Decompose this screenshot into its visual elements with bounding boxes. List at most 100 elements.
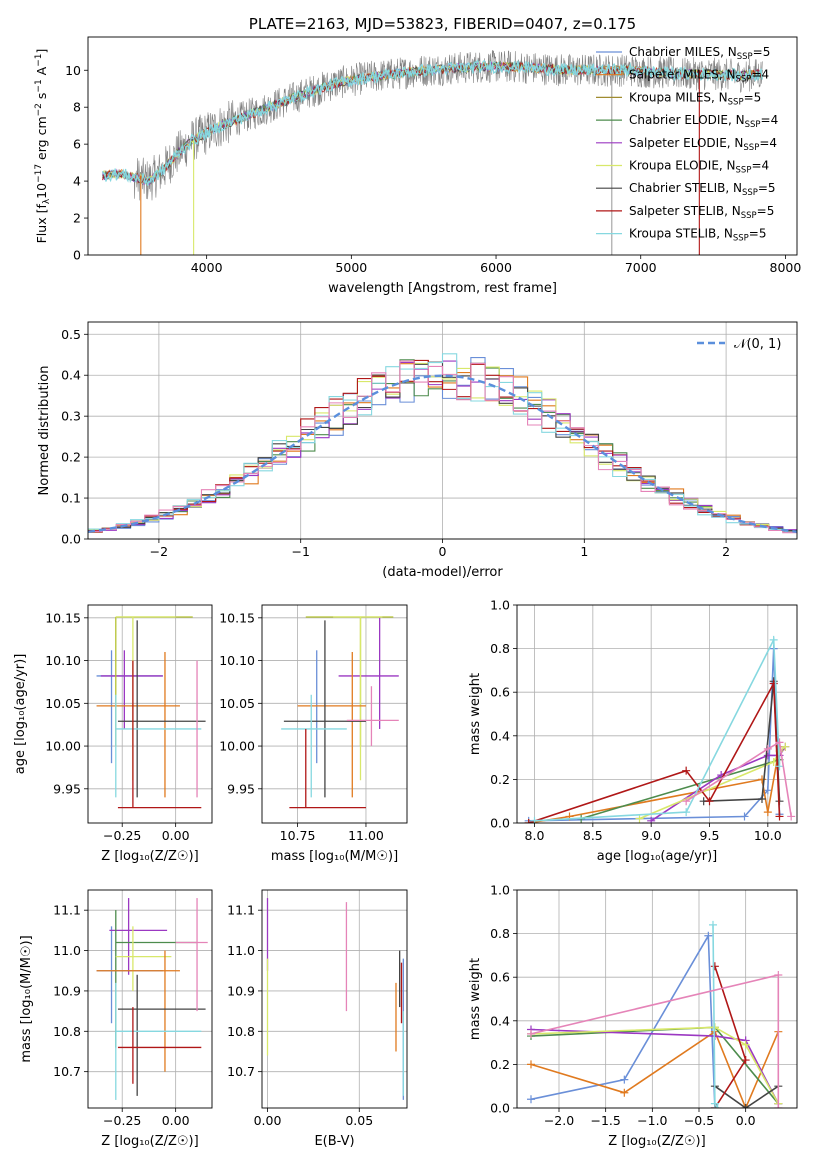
mass_weight_vs_age-ylabel: mass weight	[468, 673, 483, 755]
spectrum-legend-suffix: =4	[759, 136, 777, 150]
spectrum-best-model-line	[101, 59, 763, 186]
residuals-plot-area	[88, 353, 797, 534]
mass_vs_EBV-ytick-label: 10.7	[227, 1064, 255, 1079]
age_vs_Z-ytick-label: 10.00	[45, 739, 81, 754]
mass_vs_Z-ytick-label: 10.9	[53, 983, 81, 998]
mass_weight_vs_age-point-marker	[769, 635, 778, 644]
mass_weight_vs_age-point-marker	[775, 812, 784, 821]
residuals-ytick-label: 0.3	[61, 409, 81, 424]
residuals-xlabel: (data-model)/error	[382, 565, 503, 580]
mass_weight_vs_Z-point-marker	[774, 971, 783, 980]
mass_weight_vs_age-point-marker	[635, 814, 644, 823]
spectrum-legend-sub: SSP	[728, 97, 744, 107]
mass_weight_vs_Z-point-marker	[774, 1104, 783, 1108]
mass_vs_EBV-axes: 0.00 0.05 10.7 10.8 10.9 11.0 11.1 E(B-V)	[227, 889, 408, 1149]
spectrum-legend-suffix: =5	[757, 204, 775, 218]
age_vs_Z-ytick-label: 10.05	[45, 696, 81, 711]
spectrum-legend-sub: SSP	[742, 188, 758, 198]
spectrum-ylabel-part: ]	[34, 49, 49, 54]
mass_vs_EBV-ytick-label: 10.8	[227, 1024, 255, 1039]
spectrum-legend-text: Kroupa ELODIE, N	[629, 159, 736, 173]
mass_vs_Z-xtick-label: 0.00	[162, 1113, 190, 1128]
mass_weight_vs_Z-ytick-label: 0.4	[490, 1013, 510, 1028]
spectrum-ylabel-part: −1	[34, 54, 44, 67]
mass_weight_vs_Z-series-line	[530, 1026, 779, 1104]
mass_weight_vs_age-series-line	[580, 759, 780, 820]
mass_vs_Z-plot-area	[96, 898, 208, 1100]
spectrum-ylabel: Flux [fλ10−17 erg cm−2 s−1 A−1]	[34, 49, 52, 244]
mass_weight_vs_Z-axes: −2.0 −1.5 −1.0 −0.5 0.0 0.0 0.2 0.4 0.6 0.8 1.0 Z […	[468, 883, 798, 1149]
residual-histogram-series	[88, 360, 797, 534]
mass_weight_vs_age-xlabel: age [log₁₀(age/yr)]	[597, 849, 718, 864]
spectrum-xtick-label: 5000	[335, 260, 367, 275]
mass_weight_vs_age-point-marker	[682, 797, 691, 806]
mass_weight_vs_Z-point-marker	[704, 931, 713, 940]
mass_weight_vs_Z-point-marker	[741, 1040, 750, 1049]
mass_weight_vs_Z-xtick-label: −2.0	[544, 1113, 574, 1128]
spectrum-legend-label: Kroupa STELIB, NSSP=5	[629, 227, 767, 244]
mass_vs_EBV-ytick-label: 11.1	[227, 903, 255, 918]
mass_weight_vs_age-point-marker	[682, 808, 691, 817]
residuals-xtick-label: −2	[150, 544, 168, 559]
mass_weight_vs_Z-series-line	[530, 1028, 780, 1104]
spectrum-legend-text: Kroupa STELIB, N	[629, 227, 733, 241]
spectrum-ylabel-part: λ	[42, 198, 52, 204]
spectrum-ylabel-part: A	[34, 66, 49, 79]
mass_vs_Z-xtick-label: −0.25	[103, 1113, 141, 1128]
spectrum-legend-label: Salpeter STELIB, NSSP=5	[629, 204, 774, 221]
spectrum-ylabel-part: 10	[34, 183, 49, 199]
residuals-ytick-label: 0.2	[61, 450, 81, 465]
residuals-ytick-label: 0.4	[61, 368, 81, 383]
mass_vs_Z-xlabel: Z [log₁₀(Z/Z☉)]	[101, 1134, 198, 1149]
residual-histogram-series	[88, 359, 797, 533]
spectrum-legend-text: Chabrier STELIB, N	[629, 181, 742, 195]
age_vs_mass-axes: 10.75 11.00 9.95 10.00 10.05 10.10 10.15 mass […	[219, 604, 408, 864]
spectrum-legend-label: Chabrier STELIB, NSSP=5	[629, 181, 776, 198]
spectrum-ytick-label: 4	[73, 174, 81, 189]
mass_weight_vs_Z-xlabel: Z [log₁₀(Z/Z☉)]	[608, 1134, 705, 1149]
spectrum-xtick-label: 8000	[770, 260, 802, 275]
mass_weight_vs_Z-point-marker	[710, 962, 719, 971]
mass_weight_vs_age-point-marker	[775, 738, 784, 747]
residuals-ytick-label: 0.1	[61, 491, 81, 506]
mass_weight_vs_Z-point-marker	[709, 920, 717, 929]
mass_vs_EBV-ytick-label: 10.9	[227, 983, 255, 998]
spectrum-legend-sub: SSP	[736, 75, 752, 85]
spectrum-legend-sub: SSP	[741, 211, 757, 221]
mass_weight_vs_Z-xtick-label: −1.5	[590, 1113, 620, 1128]
mass_weight_vs_age-point-marker	[530, 816, 539, 823]
mass_weight_vs_age-point-marker	[763, 808, 772, 817]
spectrum-ylabel-part: erg cm	[34, 116, 49, 164]
mass_vs_Z-ytick-label: 11.1	[53, 903, 81, 918]
residuals-xtick-label: 0	[439, 544, 447, 559]
residuals-xtick-label: 1	[580, 544, 588, 559]
mass_vs_EBV-frame	[261, 889, 408, 1109]
mass_weight_vs_Z-xtick-label: −1.0	[637, 1113, 667, 1128]
mass_weight_vs_Z-point-marker	[620, 1088, 629, 1097]
mass_weight_vs_Z-ytick-label: 0.0	[490, 1101, 510, 1116]
mass_weight_vs_age-point-marker	[758, 795, 766, 804]
mass_weight_vs_Z-point-marker	[741, 1056, 750, 1065]
mass_weight_vs_age-xtick-label: 9.5	[700, 828, 720, 843]
residuals-ylabel: Normed distribution	[37, 366, 52, 496]
mass_vs_Z-ytick-label: 10.7	[53, 1064, 81, 1079]
age_vs_Z-plot-area	[96, 616, 206, 809]
mass_weight_vs_age-ytick-label: 0.2	[490, 772, 510, 787]
spectrum-legend-label: Chabrier MILES, NSSP=5	[629, 45, 770, 62]
spectrum-legend-text: Kroupa MILES, N	[629, 90, 728, 104]
spectrum-ylabel-part: −1	[34, 79, 44, 92]
mass_weight_vs_age-ytick-label: 0.4	[490, 728, 510, 743]
spectrum-legend-sub: SSP	[737, 52, 753, 62]
mass_vs_EBV-plot-area	[266, 898, 404, 1100]
spectrum-legend-label: Kroupa ELODIE, NSSP=4	[629, 159, 769, 176]
mass_weight_vs_age-point-marker	[763, 786, 772, 795]
mass_weight_vs_age-point-marker	[787, 812, 796, 821]
mass_weight_vs_age-ytick-label: 0.6	[490, 685, 510, 700]
spectrum-ylabel-part: −2	[34, 103, 44, 116]
mass_weight_vs_Z-point-marker	[527, 1095, 535, 1104]
spectrum-ytick-label: 10	[65, 63, 81, 78]
spectrum-legend-suffix: =4	[761, 113, 779, 127]
spectrum-ylabel-part: s	[34, 93, 49, 104]
spectrum-title: PLATE=2163, MJD=53823, FIBERID=0407, z=0…	[249, 15, 636, 33]
mass_weight_vs_age-series-line	[528, 680, 781, 823]
